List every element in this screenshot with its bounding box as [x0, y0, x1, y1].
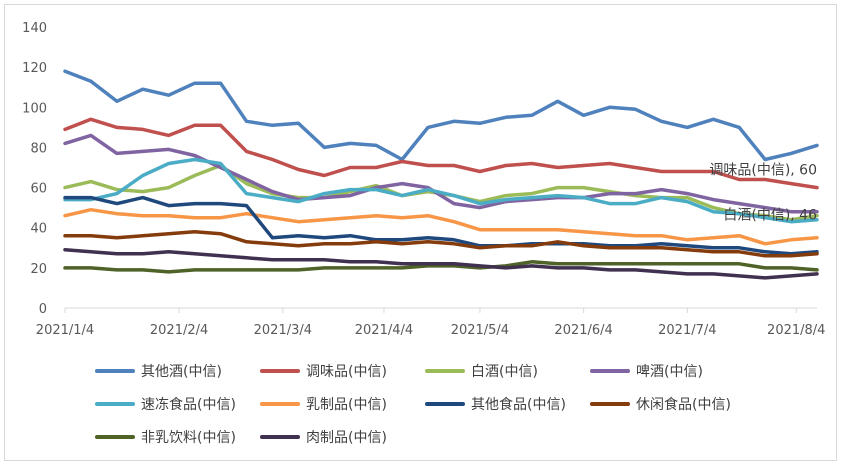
series-line-9: [63, 248, 819, 280]
x-axis: 2021/1/4 2021/2/4 2021/3/4 2021/4/4 2021/5/4…: [36, 308, 825, 338]
legend-label-7: 休闲食品(中信): [636, 396, 731, 413]
annotations: 调味品(中信), 60 白酒(中信), 46: [709, 163, 817, 224]
y-tick-label-60: 60: [30, 182, 47, 197]
series-line-5: [63, 207, 819, 246]
series-line-1: [63, 117, 819, 190]
legend-label-0: 其他酒(中信): [141, 364, 222, 380]
y-tick-label-20: 20: [30, 262, 47, 277]
legend-label-3: 啤酒(中信): [636, 364, 703, 380]
x-tick-label: 2021/5/4: [451, 323, 509, 338]
series-line-7: [63, 229, 819, 258]
legend-label-9: 肉制品(中信): [306, 430, 387, 446]
series-line-8: [63, 260, 819, 274]
annotation-label: 白酒(中信), 46: [723, 208, 817, 224]
legend-label-8: 非乳饮料(中信): [141, 430, 236, 446]
legend-label-4: 速冻食品(中信): [141, 396, 236, 413]
y-tick-label-120: 120: [22, 61, 47, 76]
y-tick-label-140: 140: [22, 21, 47, 36]
series-line-0: [63, 69, 819, 162]
series-line-4: [63, 157, 819, 224]
y-axis: 0 20 40 60 80 100 120 140: [22, 21, 47, 317]
x-tick-label: 2021/6/4: [554, 323, 612, 338]
x-tick-label: 2021/4/4: [355, 323, 413, 338]
y-tick-label-80: 80: [30, 141, 47, 156]
series-line-3: [63, 133, 819, 214]
legend-label-2: 白酒(中信): [471, 364, 538, 380]
y-tick-label-100: 100: [22, 101, 47, 116]
legend-label-6: 其他食品(中信): [471, 396, 566, 413]
x-tick-label: 2021/7/4: [658, 323, 716, 338]
annotation-label: 调味品(中信), 60: [709, 163, 817, 179]
y-tick-label-0: 0: [39, 302, 47, 317]
legend-label-1: 调味品(中信): [306, 364, 387, 380]
series-line-6: [63, 195, 819, 256]
x-tick-label: 2021/2/4: [150, 323, 208, 338]
series-lines: [63, 69, 819, 280]
x-tick-label: 2021/8/4: [767, 323, 825, 338]
legend-label-5: 乳制品(中信): [306, 397, 387, 413]
x-tick-label: 2021/1/4: [36, 323, 94, 338]
chart-frame: [4, 4, 837, 461]
legend: 其他酒(中信) 调味品(中信) 白酒(中信) 啤酒(中信) 速冻食品(中信) 乳制品(中信…: [95, 364, 731, 446]
y-tick-label-40: 40: [30, 222, 47, 237]
x-tick-label: 2021/3/4: [254, 323, 312, 338]
